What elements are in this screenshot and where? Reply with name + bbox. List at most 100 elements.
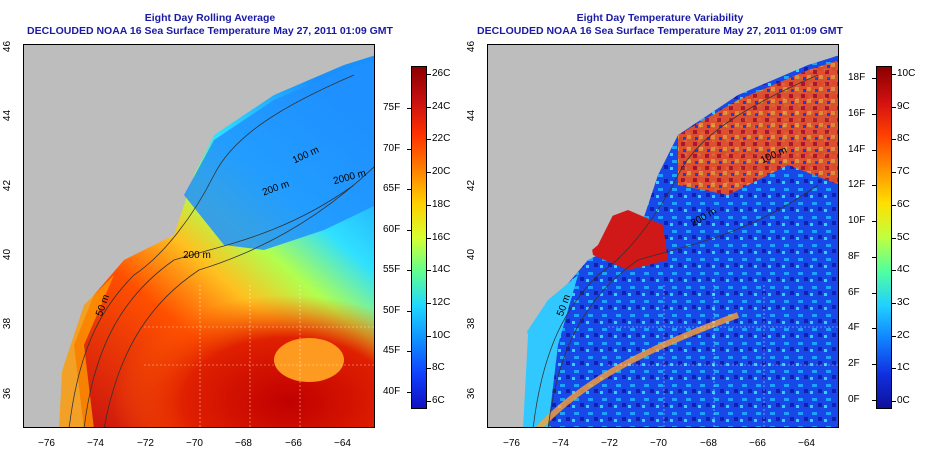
- colorbar-tick: [892, 270, 896, 272]
- left-x-tick: −74: [87, 438, 104, 449]
- left-y-tick: 44: [2, 109, 14, 122]
- colorbar-fahrenheit-label: 65F: [383, 183, 401, 195]
- colorbar-tick: [872, 328, 876, 330]
- right-x-tick: −70: [650, 438, 667, 449]
- right-title-line2: DECLOUDED NOAA 16 Sea Surface Temperatur…: [477, 25, 843, 37]
- right-hot-north: [678, 60, 838, 195]
- colorbar-tick: [892, 172, 896, 174]
- left-warm-eddy: [274, 338, 344, 382]
- colorbar-tick: [872, 364, 876, 366]
- colorbar-tick: [427, 302, 431, 304]
- colorbar-tick: [427, 74, 431, 75]
- colorbar-celsius-label: 20C: [432, 166, 451, 178]
- colorbar-celsius-label: 8C: [432, 362, 445, 374]
- right-title-line1: Eight Day Temperature Variability: [576, 12, 744, 24]
- colorbar-tick: [892, 139, 896, 141]
- colorbar-tick: [407, 148, 411, 150]
- colorbar-tick: [427, 335, 431, 337]
- colorbar-fahrenheit-label: 50F: [383, 304, 401, 316]
- left-x-tick: −68: [235, 438, 252, 449]
- colorbar-celsius-label: 1C: [897, 362, 910, 374]
- left-y-tick: 46: [2, 40, 14, 53]
- right-x-tick: −66: [749, 438, 766, 449]
- left-y-tick: 38: [2, 317, 14, 330]
- colorbar-tick: [892, 401, 896, 402]
- left-x-tick: −76: [38, 438, 55, 449]
- colorbar-tick: [407, 189, 411, 191]
- left-contour-200m: [83, 184, 355, 427]
- right-x-tick: −68: [700, 438, 717, 449]
- colorbar-tick: [407, 108, 411, 109]
- colorbar-fahrenheit-label: 70F: [383, 142, 401, 154]
- left-colorbar: [411, 66, 427, 409]
- left-y-tick: 42: [2, 179, 14, 192]
- left-y-tick: 40: [2, 248, 14, 261]
- colorbar-tick: [892, 237, 896, 239]
- colorbar-celsius-label: 12C: [432, 296, 451, 308]
- colorbar-fahrenheit-label: 60F: [383, 223, 401, 235]
- colorbar-celsius-label: 24C: [432, 100, 451, 112]
- right-y-tick: 36: [466, 387, 478, 400]
- colorbar-celsius-label: 22C: [432, 133, 451, 145]
- colorbar-celsius-label: 2C: [897, 329, 910, 341]
- colorbar-fahrenheit-label: 12F: [848, 179, 866, 191]
- colorbar-tick: [872, 256, 876, 258]
- colorbar-tick: [427, 237, 431, 239]
- colorbar-tick: [892, 302, 896, 304]
- left-title-line1: Eight Day Rolling Average: [144, 12, 276, 24]
- colorbar-tick: [872, 185, 876, 187]
- colorbar-fahrenheit-label: 10F: [848, 215, 866, 227]
- left-warm-gulfstream: [84, 250, 374, 427]
- colorbar-tick: [407, 310, 411, 312]
- colorbar-tick: [872, 221, 876, 223]
- colorbar-celsius-label: 5C: [897, 231, 910, 243]
- colorbar-fahrenheit-label: 4F: [848, 322, 860, 334]
- colorbar-celsius-label: 7C: [897, 166, 910, 178]
- colorbar-celsius-label: 10C: [432, 329, 451, 341]
- colorbar-celsius-label: 4C: [897, 264, 910, 276]
- colorbar-celsius-label: 14C: [432, 264, 451, 276]
- colorbar-tick: [407, 392, 411, 393]
- left-chesapeake: [24, 295, 64, 427]
- colorbar-tick: [892, 204, 896, 206]
- colorbar-tick: [427, 368, 431, 370]
- left-y-tick: 36: [2, 387, 14, 400]
- left-x-tick: −64: [334, 438, 351, 449]
- right-x-tick: −74: [552, 438, 569, 449]
- colorbar-celsius-label: 3C: [897, 296, 910, 308]
- colorbar-tick: [892, 106, 896, 108]
- colorbar-celsius-label: 18C: [432, 198, 451, 210]
- colorbar-celsius-label: 6C: [432, 395, 445, 406]
- left-coast-land: [24, 45, 274, 307]
- left-contour-label: 200 m: [183, 250, 211, 261]
- colorbar-celsius-label: 16C: [432, 231, 451, 243]
- colorbar-tick: [872, 149, 876, 151]
- colorbar-tick: [872, 400, 876, 401]
- right-colorbar: [876, 66, 892, 409]
- colorbar-tick: [407, 351, 411, 353]
- left-title-line2: DECLOUDED NOAA 16 Sea Surface Temperatur…: [27, 25, 393, 37]
- left-x-tick: −70: [186, 438, 203, 449]
- colorbar-tick: [407, 270, 411, 272]
- right-x-tick: −64: [798, 438, 815, 449]
- colorbar-celsius-label: 0C: [897, 395, 910, 406]
- left-sst-map: [24, 45, 374, 427]
- right-coast-land: [488, 45, 738, 307]
- left-map: [23, 44, 375, 428]
- right-x-tick: −72: [601, 438, 618, 449]
- colorbar-tick: [872, 78, 876, 79]
- colorbar-celsius-label: 6C: [897, 198, 910, 210]
- colorbar-tick: [872, 292, 876, 294]
- colorbar-tick: [892, 74, 896, 75]
- colorbar-tick: [892, 368, 896, 370]
- left-contour-50m: [68, 74, 355, 427]
- colorbar-tick: [407, 229, 411, 231]
- right-y-tick: 42: [466, 179, 478, 192]
- colorbar-tick: [427, 204, 431, 206]
- colorbar-fahrenheit-label: 55F: [383, 264, 401, 276]
- left-warm-core: [44, 275, 114, 427]
- colorbar-fahrenheit-label: 40F: [383, 386, 401, 397]
- left-x-tick: −66: [285, 438, 302, 449]
- right-contour-200m: [547, 184, 819, 427]
- colorbar-tick: [427, 139, 431, 141]
